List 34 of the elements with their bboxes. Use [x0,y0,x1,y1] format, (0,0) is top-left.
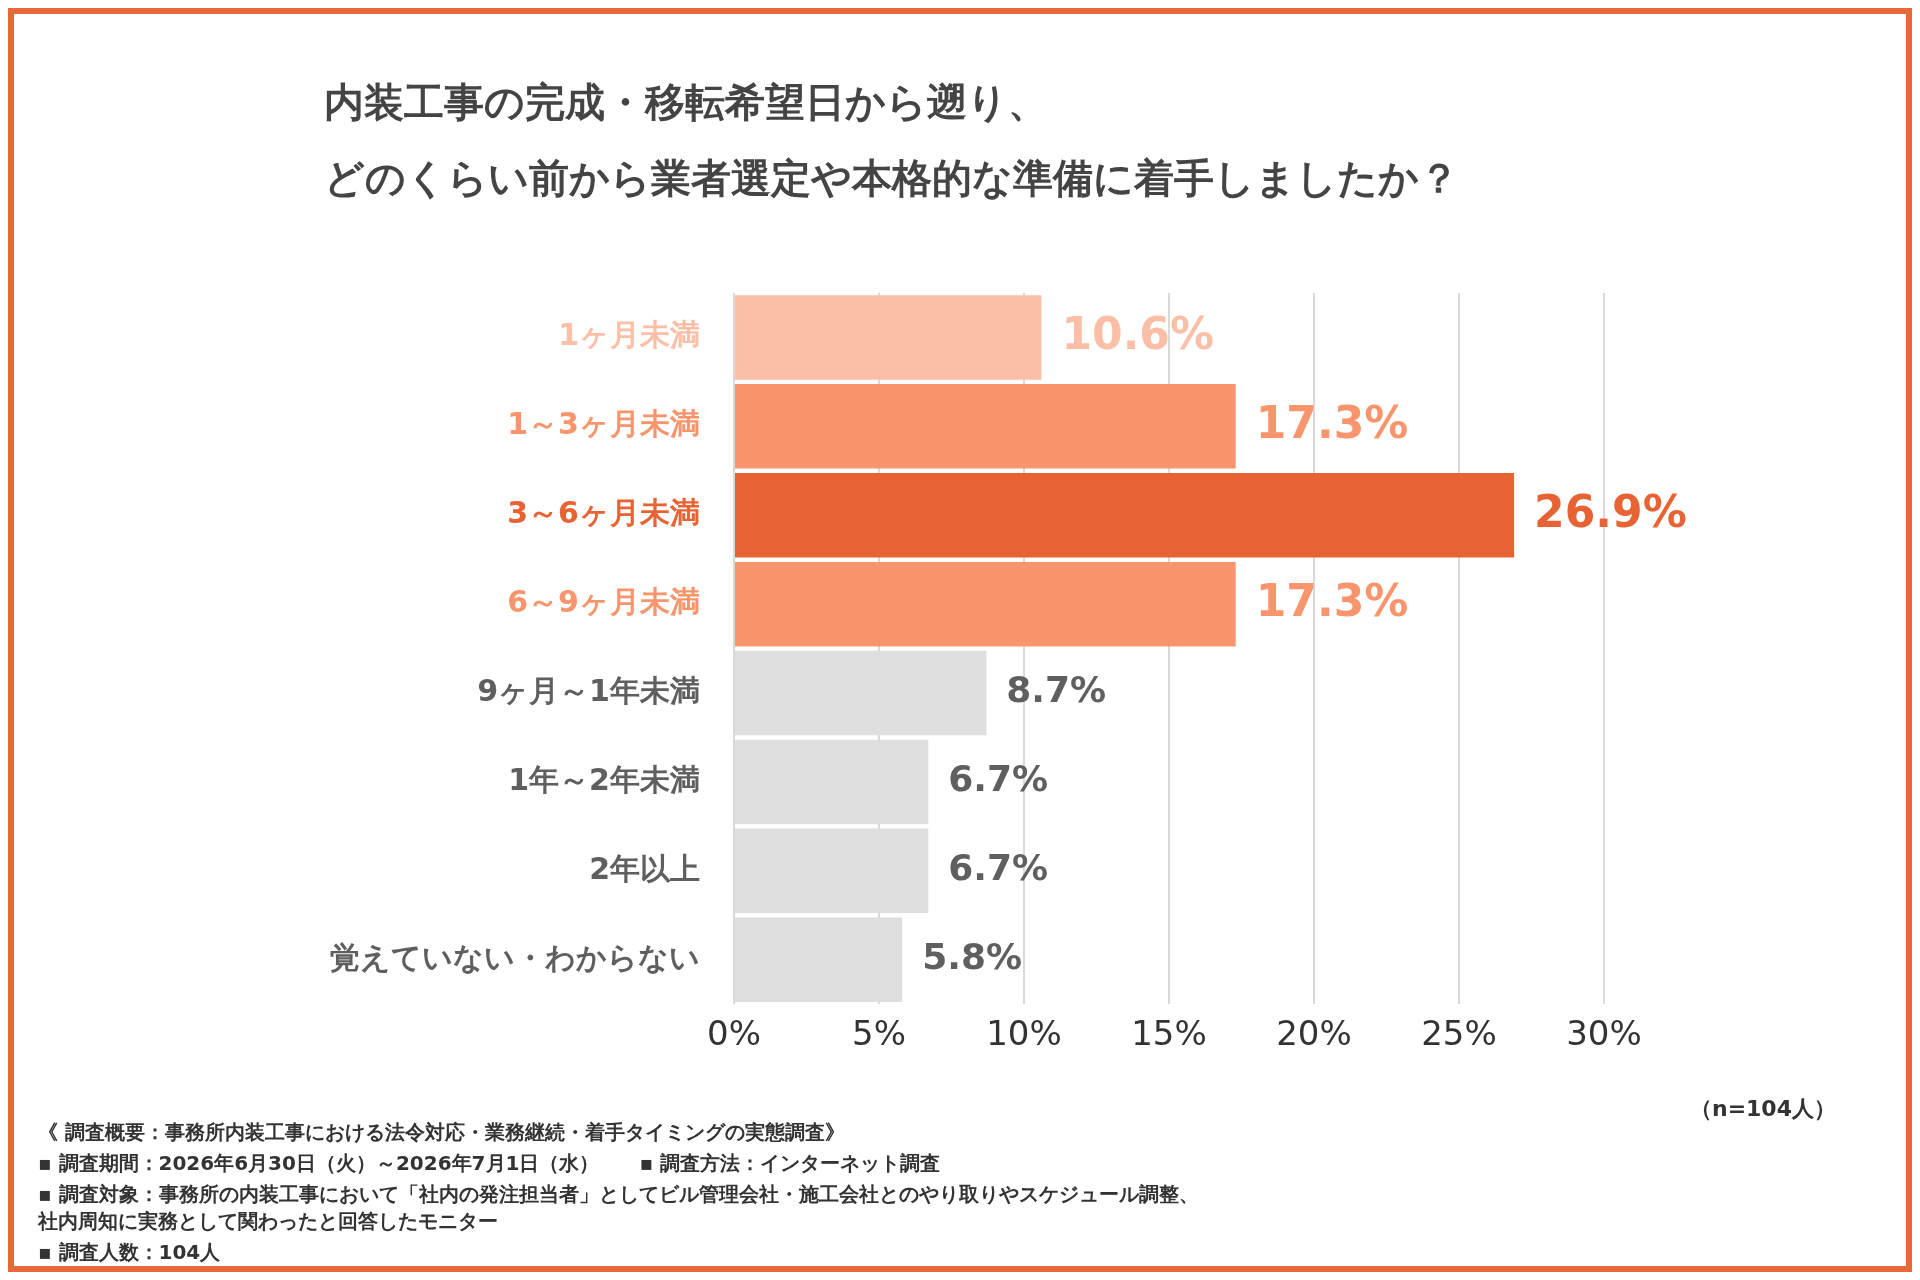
bar [735,473,1515,558]
y-tick-label: 3～6ヶ月未満 [507,495,700,531]
data-label: 5.8% [922,936,1023,978]
text: 《 調査概要：事務所内装工事における法令対応・業務継続・着手タイミングの実態調査》 [38,1119,846,1146]
y-tick-label: 覚えていない・わからない [330,939,700,975]
y-tick-label: 2年以上 [589,850,700,886]
y-tick-label: 1ヶ月未満 [558,317,700,353]
y-tick-label: 6～9ヶ月未満 [507,583,700,619]
data-label: 6.7% [948,758,1049,800]
text: ▪ 調査対象：事務所の内装工事において「社内の発注担当者」としてビル管理会社・施工会社とのやり取りやスケジュール調整、社内周知に実務として関わったと回答したモニター [38,1181,1200,1235]
data-label: 17.3% [1255,396,1409,448]
text: ▪ 調査人数：104人 [38,1239,221,1266]
data-label: 17.3% [1255,574,1409,626]
text: （n=104人） [1689,1095,1836,1123]
data-label: 8.7% [1006,669,1107,711]
data-label: 10.6% [1061,307,1215,359]
chart-title: 内装工事の完成・移転希望日から遡り、どのくらい前から業者選定や本格的な準備に着手しましたか？ [324,78,1460,203]
text: ▪ 調査期間：2026年6月30日（火）～2026年7月1日（水） [38,1150,600,1177]
y-tick-label: 9ヶ月～1年未満 [477,672,700,708]
bar [735,384,1236,469]
data-label: 6.7% [948,847,1049,889]
y-tick-label: 1年～2年未満 [508,761,700,797]
y-tick-label: 1～3ヶ月未満 [507,406,700,442]
x-tick-label: 20% [1276,1013,1352,1054]
x-tick-label: 5% [852,1013,906,1054]
x-tick-label: 15% [1131,1013,1207,1054]
bar [735,561,1236,647]
bar [735,295,1042,380]
text: ▪ 調査方法：インターネット調査 [639,1150,940,1177]
x-tick-label: 30% [1566,1013,1642,1054]
x-tick-label: 25% [1421,1013,1497,1054]
x-tick-label: 10% [986,1013,1062,1054]
x-tick-label: 0% [707,1013,761,1054]
data-label: 26.9% [1534,485,1687,537]
